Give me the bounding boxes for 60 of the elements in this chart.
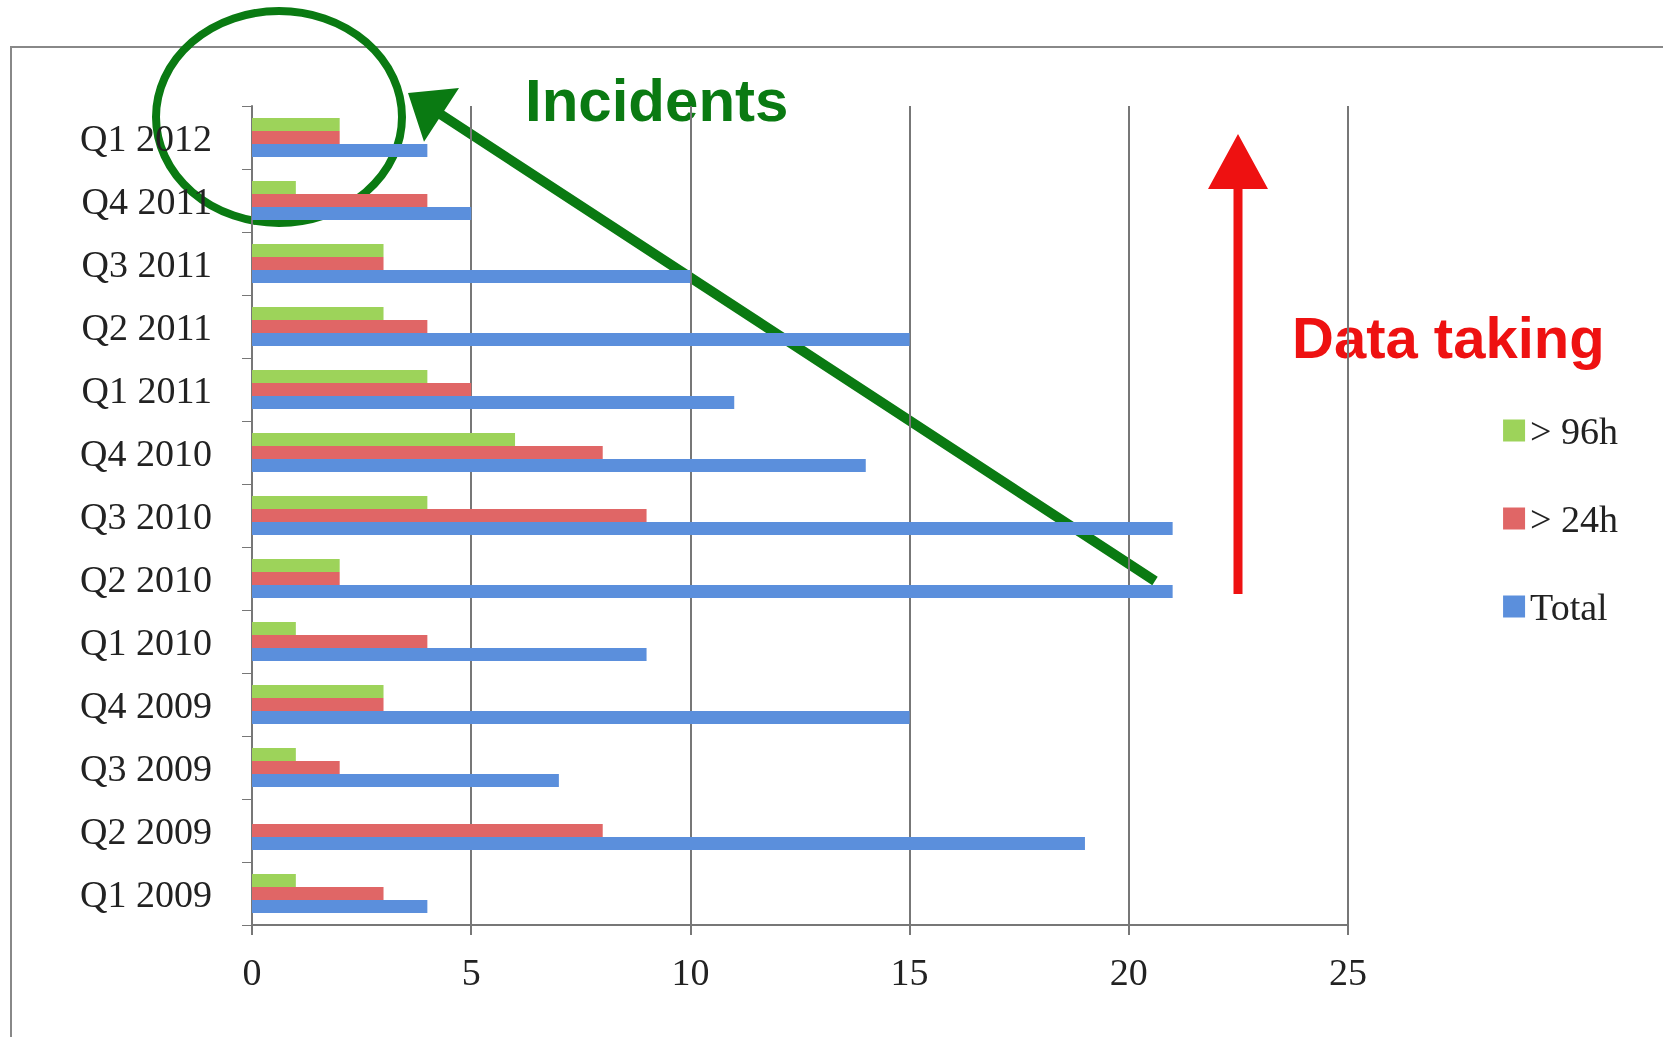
bar xyxy=(252,244,384,257)
bar xyxy=(252,774,559,787)
bar xyxy=(252,698,384,711)
bar xyxy=(252,824,603,837)
bar xyxy=(252,685,384,698)
x-tick-label: 15 xyxy=(890,951,929,993)
bar xyxy=(252,396,735,409)
x-tick-label: 5 xyxy=(461,951,481,993)
bar xyxy=(252,572,340,585)
bar xyxy=(252,559,340,572)
y-tick-label: Q4 2009 xyxy=(80,683,212,726)
y-tick-label: Q2 2011 xyxy=(81,305,212,348)
y-tick-label: Q4 2011 xyxy=(81,179,212,222)
bar xyxy=(252,307,384,320)
bar xyxy=(252,622,296,635)
bar xyxy=(252,433,516,446)
bar xyxy=(252,761,340,774)
y-tick-label: Q2 2009 xyxy=(80,809,212,852)
bar xyxy=(252,118,340,131)
y-tick-label: Q2 2010 xyxy=(80,557,212,600)
bar xyxy=(252,837,1085,850)
x-tick-label: 25 xyxy=(1329,951,1367,993)
y-tick-label: Q3 2011 xyxy=(81,242,212,285)
bar xyxy=(252,181,296,194)
bar xyxy=(252,194,428,207)
bar xyxy=(252,748,296,761)
bar xyxy=(252,459,866,472)
bar xyxy=(252,648,647,661)
y-tick-label: Q4 2010 xyxy=(80,431,212,474)
bar xyxy=(252,887,384,900)
bar xyxy=(252,131,340,144)
bar xyxy=(252,874,296,887)
x-tick-label: 20 xyxy=(1109,951,1148,993)
bar xyxy=(252,509,647,522)
y-tick-label: Q3 2009 xyxy=(80,746,212,789)
bar xyxy=(252,446,603,459)
bar xyxy=(252,370,428,383)
x-tick-label: 10 xyxy=(671,951,710,993)
bar xyxy=(252,257,384,270)
x-tick-label: 0 xyxy=(242,951,262,993)
y-tick-label: Q1 2011 xyxy=(81,368,212,411)
annotation: Incidents xyxy=(525,66,789,134)
legend-label: > 96h xyxy=(1530,409,1619,452)
bar xyxy=(252,207,472,220)
bar xyxy=(252,144,428,157)
legend-label: Total xyxy=(1530,585,1608,628)
y-tick-label: Q1 2010 xyxy=(80,620,212,663)
bar xyxy=(252,333,910,346)
bar xyxy=(252,585,1173,598)
bar xyxy=(252,711,910,724)
y-tick-label: Q1 2009 xyxy=(80,872,212,915)
bar xyxy=(252,496,428,509)
legend-label: > 24h xyxy=(1530,497,1619,540)
bar xyxy=(252,522,1173,535)
bar xyxy=(252,383,472,396)
y-tick-label: Q3 2010 xyxy=(80,494,212,537)
bar xyxy=(252,320,428,333)
bar xyxy=(252,900,428,913)
bar xyxy=(252,270,691,283)
bar xyxy=(252,635,428,648)
